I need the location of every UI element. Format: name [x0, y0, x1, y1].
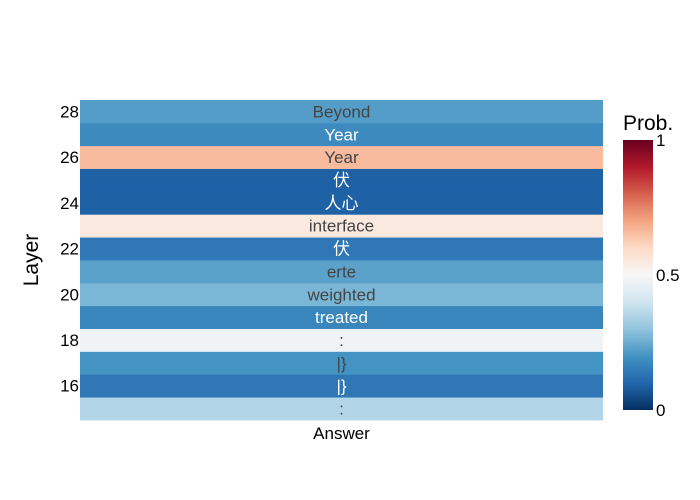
colorbar-gradient: [623, 140, 653, 410]
cell-token-label: interface: [309, 217, 374, 236]
colorbar: Prob. 00.51: [623, 112, 680, 420]
y-tick-label: 16: [60, 377, 79, 396]
heatmap-cell: [80, 122, 603, 147]
heatmap-cell: [80, 191, 603, 215]
heatmap-cell: [80, 328, 603, 352]
colorbar-title: Prob.: [623, 112, 673, 135]
y-tick-label: 18: [60, 331, 79, 350]
y-tick-label: 28: [60, 102, 79, 121]
heatmap-cell: [80, 397, 603, 421]
colorbar-tick-label: 0: [656, 401, 665, 420]
heatmap-cells: :|}|}:treatedweightederte伏interface人心伏Ye…: [80, 100, 603, 421]
cell-token-label: :: [339, 331, 344, 350]
cell-token-label: weighted: [306, 285, 375, 304]
cell-token-label: 伏: [333, 171, 350, 190]
heatmap-cell: [80, 282, 603, 307]
y-axis-label: Layer: [20, 234, 43, 287]
heatmap-cell: [80, 145, 603, 169]
cell-token-label: |}: [336, 354, 346, 373]
heatmap-cell: [80, 100, 603, 124]
heatmap-cell: [80, 237, 603, 261]
x-axis-ticks: Answer: [313, 424, 370, 443]
heatmap-cell: [80, 260, 603, 284]
heatmap-cell: [80, 168, 603, 192]
x-tick-label: Answer: [313, 424, 370, 443]
heatmap-cell: [80, 351, 603, 375]
cell-token-label: Year: [324, 148, 359, 167]
y-tick-label: 22: [60, 240, 79, 259]
cell-token-label: Beyond: [313, 102, 371, 121]
cell-token-label: erte: [327, 262, 356, 281]
cell-token-label: 人心: [325, 194, 359, 213]
cell-token-label: :: [339, 400, 344, 419]
heatmap-cell: [80, 214, 603, 238]
heatmap-cell: [80, 305, 603, 329]
cell-token-label: 伏: [333, 240, 350, 259]
cell-token-label: treated: [315, 308, 368, 327]
cell-token-label: Year: [324, 125, 359, 144]
y-axis-ticks: 16 18 20 22 24 26 28: [60, 102, 79, 395]
colorbar-tick-label: 1: [656, 131, 665, 150]
y-tick-label: 26: [60, 148, 79, 167]
y-tick-label: 24: [60, 194, 79, 213]
y-tick-label: 20: [60, 285, 79, 304]
colorbar-tick-label: 0.5: [656, 266, 680, 285]
colorbar-ticks: 00.51: [656, 131, 680, 420]
heatmap-cell: [80, 374, 603, 398]
cell-token-label: |}: [336, 377, 346, 396]
